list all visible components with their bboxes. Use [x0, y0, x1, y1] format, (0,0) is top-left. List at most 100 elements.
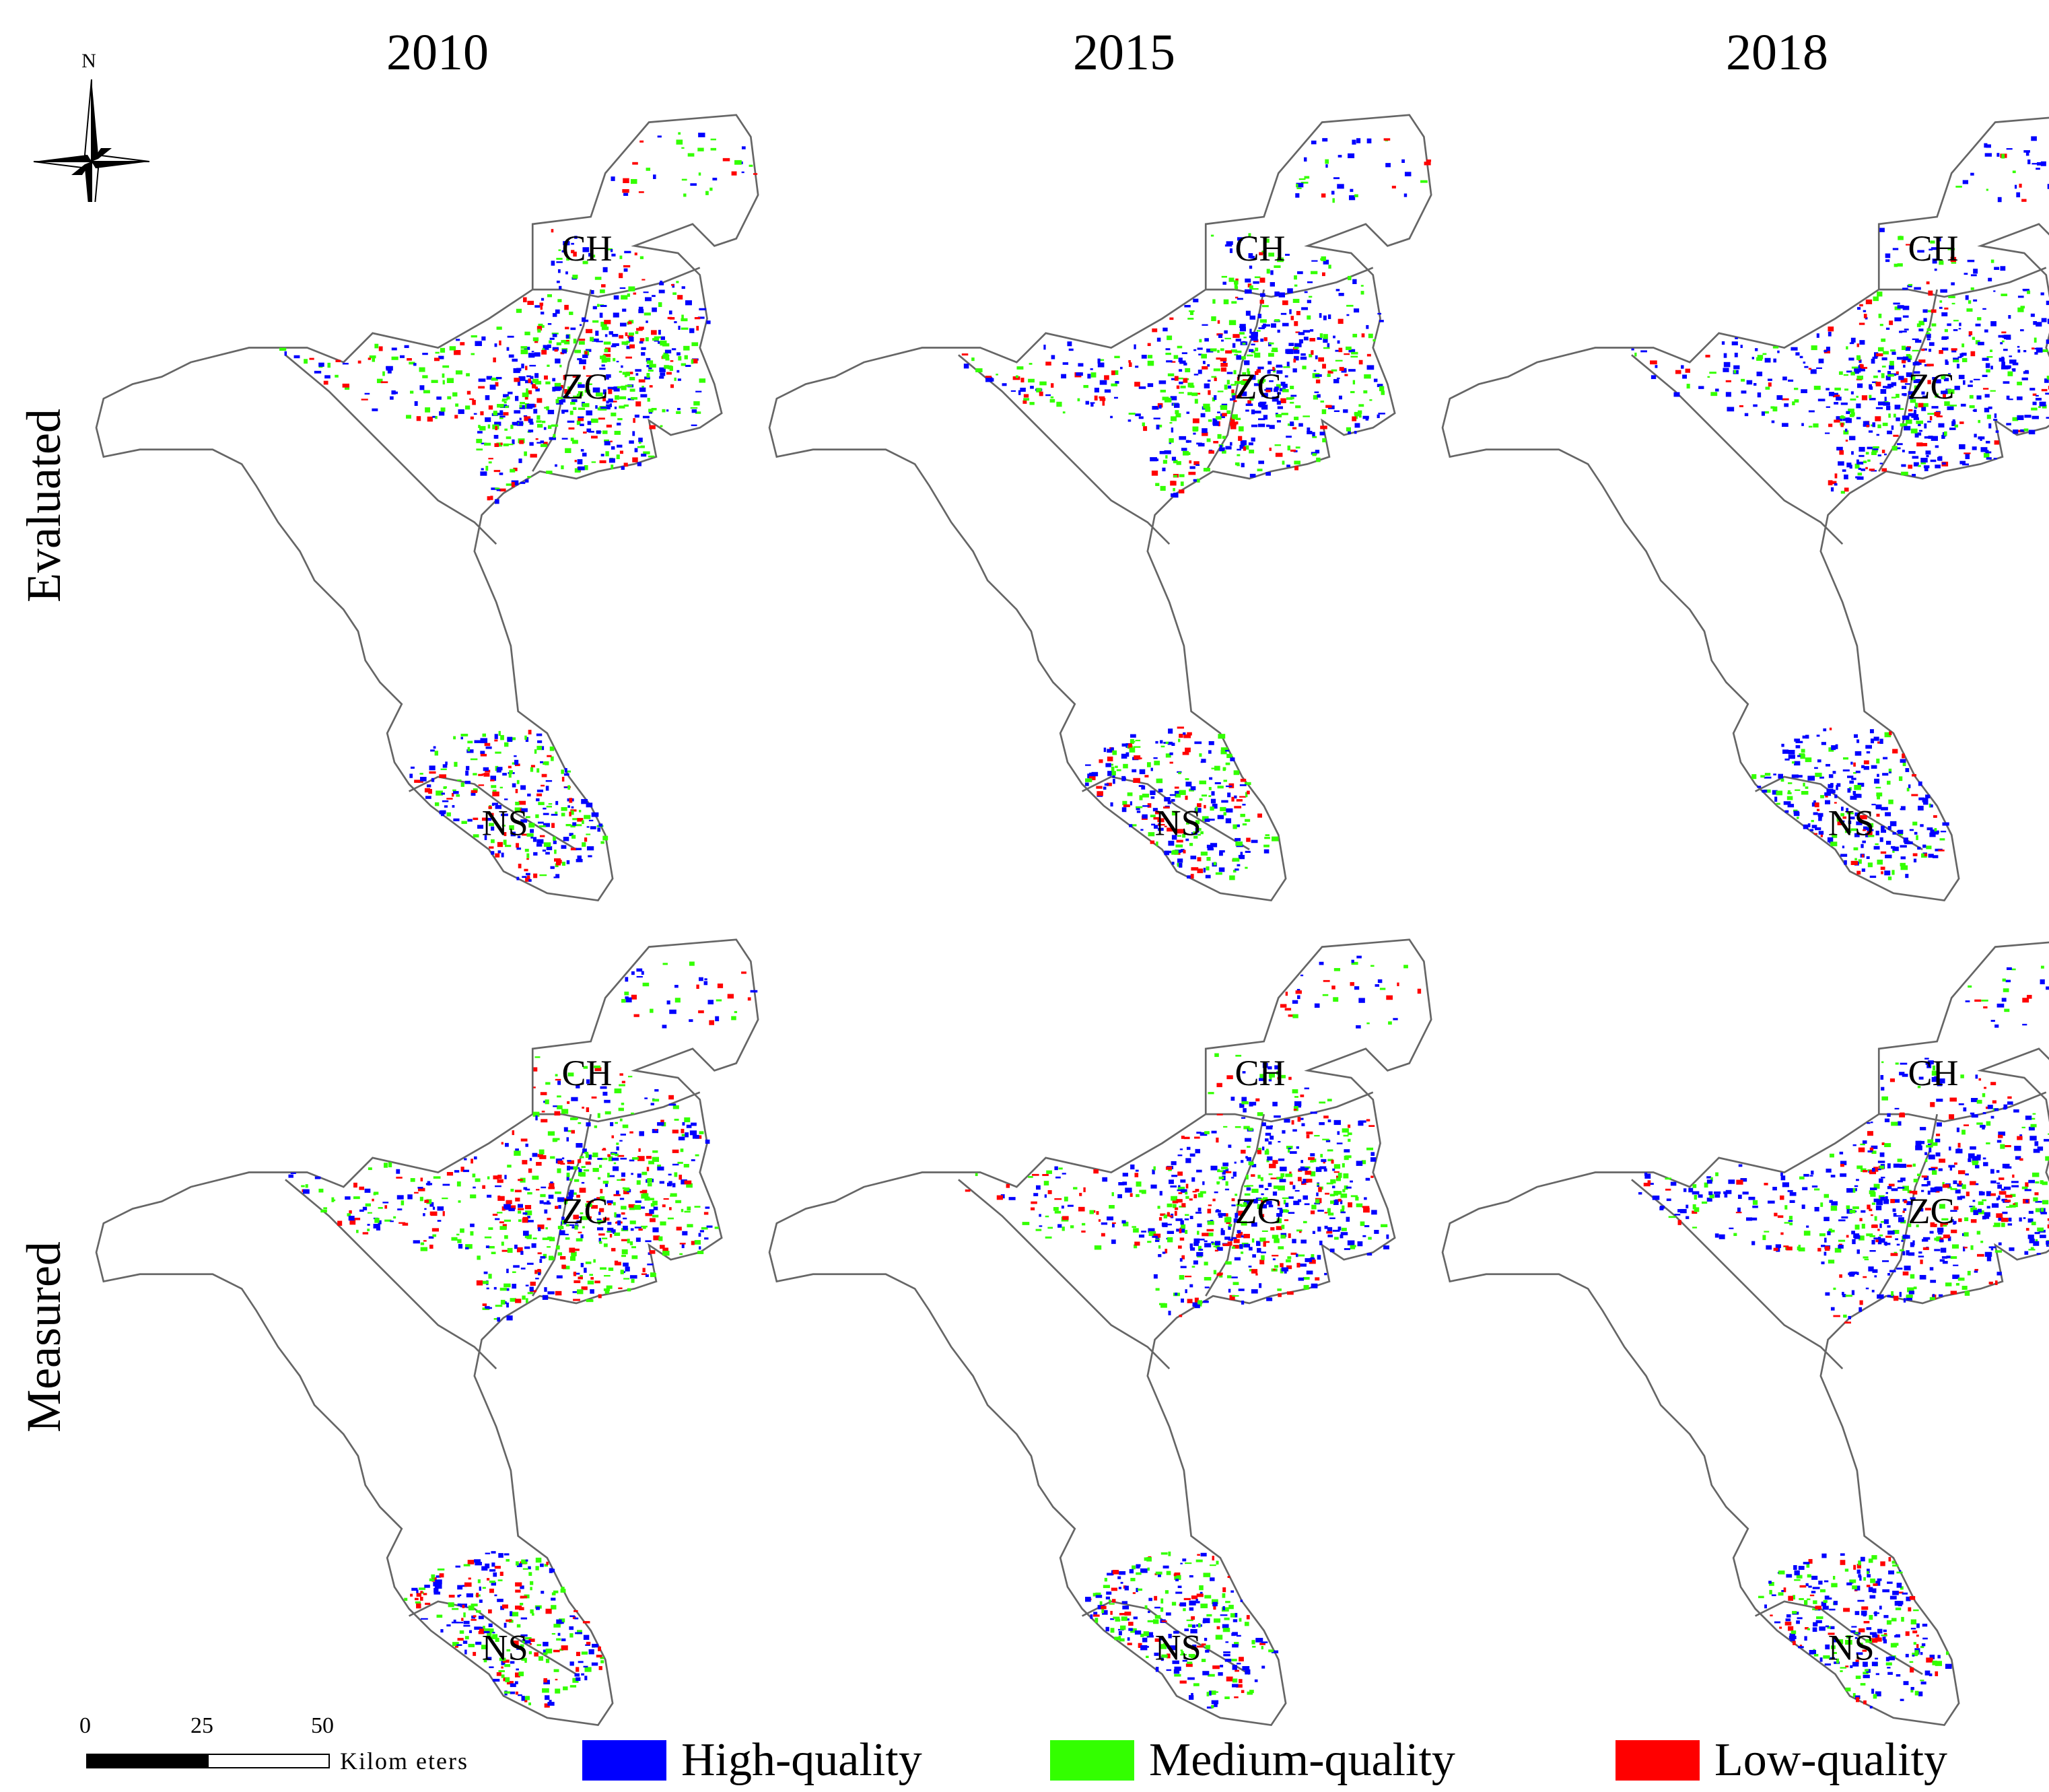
cropland-pixel	[1929, 416, 1933, 421]
cropland-pixel	[1155, 483, 1160, 487]
cropland-pixel	[1237, 1230, 1241, 1234]
cropland-pixel	[1934, 268, 1937, 271]
cropland-pixel	[506, 436, 512, 440]
cropland-pixel	[478, 1616, 484, 1620]
cropland-pixel	[652, 1150, 658, 1153]
cropland-pixel	[1208, 740, 1214, 745]
cropland-pixel	[1363, 1208, 1370, 1213]
cropland-pixel	[497, 841, 503, 848]
cropland-pixel	[635, 373, 639, 376]
cropland-pixel	[1179, 1680, 1187, 1684]
cropland-pixel	[1877, 741, 1881, 744]
cropland-pixel	[2040, 292, 2044, 296]
cropland-pixel	[555, 1678, 558, 1681]
cropland-pixel	[1153, 1274, 1158, 1279]
cropland-pixel	[1270, 1177, 1277, 1179]
cropland-pixel	[1043, 344, 1046, 350]
cropland-pixel	[478, 386, 485, 389]
cropland-pixel	[1236, 1204, 1243, 1206]
cropland-pixel	[1941, 347, 1949, 351]
cropland-pixel	[1225, 1641, 1229, 1643]
cropland-pixel	[423, 390, 430, 394]
cropland-pixel	[1840, 416, 1846, 419]
cropland-pixel	[320, 1209, 327, 1213]
cropland-pixel	[1280, 1235, 1286, 1239]
cropland-pixel	[467, 1560, 475, 1564]
cropland-pixel	[606, 1285, 613, 1289]
cropland-pixel	[1365, 419, 1369, 421]
cropland-pixel	[1913, 417, 1919, 420]
cropland-pixel	[1227, 385, 1232, 389]
cropland-pixel	[533, 1067, 538, 1072]
cropland-pixel	[1881, 1087, 1885, 1091]
cropland-pixel	[1274, 1065, 1280, 1070]
cropland-pixel	[1916, 1224, 1919, 1228]
cropland-pixel	[1135, 739, 1141, 742]
cropland-pixel	[1807, 776, 1815, 781]
cropland-pixel	[1176, 1199, 1183, 1203]
cropland-pixel	[545, 1649, 553, 1654]
cropland-pixel	[1270, 1136, 1274, 1140]
cropland-pixel	[495, 376, 502, 380]
cropland-pixel	[2017, 307, 2024, 312]
cropland-pixel	[495, 751, 501, 754]
cropland-pixel	[561, 1109, 569, 1114]
cropland-pixel	[1859, 322, 1865, 325]
cropland-pixel	[1088, 775, 1096, 780]
cropland-pixel	[1101, 1608, 1104, 1614]
cropland-pixel	[691, 1159, 695, 1161]
cropland-pixel	[1223, 1651, 1230, 1653]
cropland-pixel	[1312, 1231, 1315, 1235]
cropland-pixel	[1258, 327, 1265, 329]
cropland-pixel	[703, 1212, 709, 1215]
cropland-pixel	[533, 873, 538, 878]
cropland-pixel	[2044, 378, 2049, 383]
cropland-pixel	[476, 1610, 481, 1613]
cropland-pixel	[1300, 181, 1309, 184]
cropland-pixel	[1179, 392, 1184, 394]
cropland-pixel	[1787, 804, 1795, 808]
cropland-pixel	[547, 425, 552, 429]
cropland-pixel	[611, 412, 617, 417]
cropland-pixel	[1281, 1267, 1288, 1272]
cropland-pixel	[1679, 1208, 1687, 1214]
cropland-pixel	[1269, 1076, 1272, 1080]
cropland-pixel	[1257, 380, 1265, 384]
cropland-pixel	[1781, 398, 1789, 401]
cropland-pixel	[531, 1613, 534, 1616]
cropland-pixel	[488, 405, 493, 410]
cropland-pixel	[1901, 359, 1906, 364]
cropland-pixel	[1861, 854, 1864, 858]
cropland-pixel	[1230, 1097, 1235, 1101]
cropland-pixel	[599, 312, 603, 318]
cropland-pixel	[2003, 1107, 2007, 1110]
cropland-pixel	[1869, 829, 1874, 831]
cropland-pixel	[1232, 343, 1236, 348]
cropland-pixel	[1175, 844, 1183, 848]
cropland-pixel	[525, 736, 529, 743]
cropland-pixel	[572, 822, 577, 826]
cropland-pixel	[1343, 1173, 1349, 1179]
cropland-pixel	[1255, 1638, 1263, 1642]
cropland-pixel	[288, 1174, 293, 1178]
cropland-pixel	[1169, 1645, 1177, 1651]
cropland-pixel	[1247, 790, 1250, 794]
cropland-pixel	[1263, 1241, 1270, 1243]
cropland-pixel	[1101, 1606, 1107, 1610]
cropland-pixel	[1824, 1216, 1830, 1222]
cropland-pixel	[557, 1161, 563, 1165]
cropland-pixel	[1844, 428, 1848, 432]
cropland-pixel	[615, 395, 619, 400]
cropland-pixel	[1921, 853, 1927, 858]
cropland-pixel	[484, 1236, 492, 1239]
cropland-pixel	[1787, 1190, 1793, 1192]
cropland-pixel	[456, 1181, 461, 1187]
cropland-pixel	[2009, 359, 2017, 364]
cropland-pixel	[1124, 1585, 1129, 1591]
cropland-pixel	[534, 380, 542, 385]
cropland-pixel	[1225, 1261, 1232, 1265]
cropland-pixel	[1212, 1665, 1220, 1669]
cropland-pixel	[1191, 1177, 1195, 1182]
cropland-pixel	[1231, 1177, 1235, 1179]
cropland-pixel	[1119, 1571, 1126, 1575]
